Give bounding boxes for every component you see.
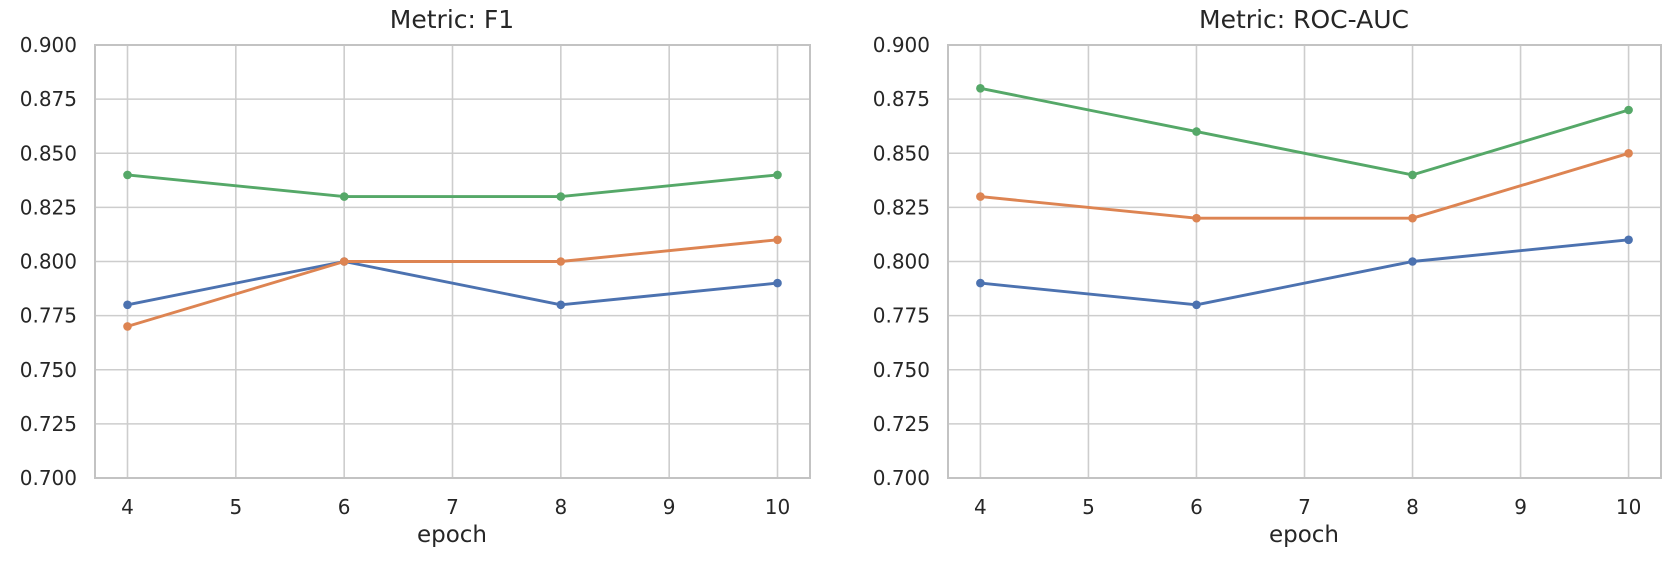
data-point-marker-blue [773,278,782,288]
data-point-marker-green [773,170,782,180]
y-tick-label: 0.825 [20,195,77,219]
y-tick-label: 0.800 [873,250,930,274]
data-point-marker-green [1408,170,1417,180]
y-tick-label: 0.775 [873,304,930,328]
y-tick-label: 0.875 [20,87,77,111]
x-tick-label: 6 [338,495,351,519]
x-tick-label: 8 [554,495,567,519]
data-point-marker-green [1192,127,1201,136]
series-line-blue [126,260,779,307]
x-tick-label: 10 [765,495,790,519]
y-tick-label: 0.800 [20,250,77,274]
series-line-blue [978,238,1631,307]
y-tick-label: 0.700 [20,466,77,490]
y-tick-label: 0.900 [873,33,930,57]
x-tick-label: 5 [1082,495,1095,519]
y-tick-label: 0.825 [873,195,930,219]
data-point-marker-blue [1408,257,1417,266]
data-point-marker-orange [123,322,132,331]
data-point-marker-green [123,170,132,180]
data-point-marker-green [339,192,349,201]
data-point-marker-orange [1624,149,1633,158]
data-point-marker-blue [123,300,132,310]
x-tick-label: 4 [974,495,987,519]
y-tick-label: 0.700 [873,466,930,490]
data-point-marker-green [556,192,566,201]
x-tick-label: 4 [121,495,134,519]
series-line-green [126,173,779,199]
data-point-marker-green [976,84,985,93]
x-axis-label: epoch [416,522,488,548]
data-point-marker-green [1624,105,1633,115]
series-line-green [978,86,1631,177]
x-tick-label: 5 [229,495,242,519]
x-tick-label: 9 [1514,495,1527,519]
x-axis-label: epoch [1268,522,1340,548]
data-point-marker-orange [556,257,566,266]
series-line-orange [978,151,1631,220]
plot-border [947,44,1662,479]
chart-title: Metric: ROC-AUC [1199,5,1409,34]
y-tick-label: 0.775 [20,304,77,328]
y-tick-label: 0.725 [20,412,77,436]
data-point-marker-orange [1192,213,1201,223]
data-point-marker-orange [339,257,349,266]
y-tick-label: 0.900 [20,33,77,57]
data-point-marker-blue [1192,300,1201,310]
chart-title: Metric: F1 [389,5,515,34]
series-line-orange [126,238,779,328]
data-point-marker-orange [1408,213,1417,223]
data-point-marker-orange [976,192,985,201]
data-point-marker-blue [1624,235,1633,245]
x-tick-label: 7 [446,495,459,519]
plot-border [94,44,811,479]
y-tick-label: 0.850 [20,141,77,165]
x-tick-label: 10 [1616,495,1641,519]
x-tick-label: 7 [1298,495,1311,519]
data-point-marker-blue [976,278,985,288]
y-tick-label: 0.750 [873,358,930,382]
data-point-marker-orange [773,235,782,245]
y-tick-label: 0.750 [20,358,77,382]
x-tick-label: 8 [1406,495,1419,519]
data-point-marker-blue [556,300,566,310]
y-tick-label: 0.725 [873,412,930,436]
x-tick-label: 6 [1190,495,1203,519]
x-tick-label: 9 [663,495,676,519]
y-tick-label: 0.850 [873,141,930,165]
y-tick-label: 0.875 [873,87,930,111]
